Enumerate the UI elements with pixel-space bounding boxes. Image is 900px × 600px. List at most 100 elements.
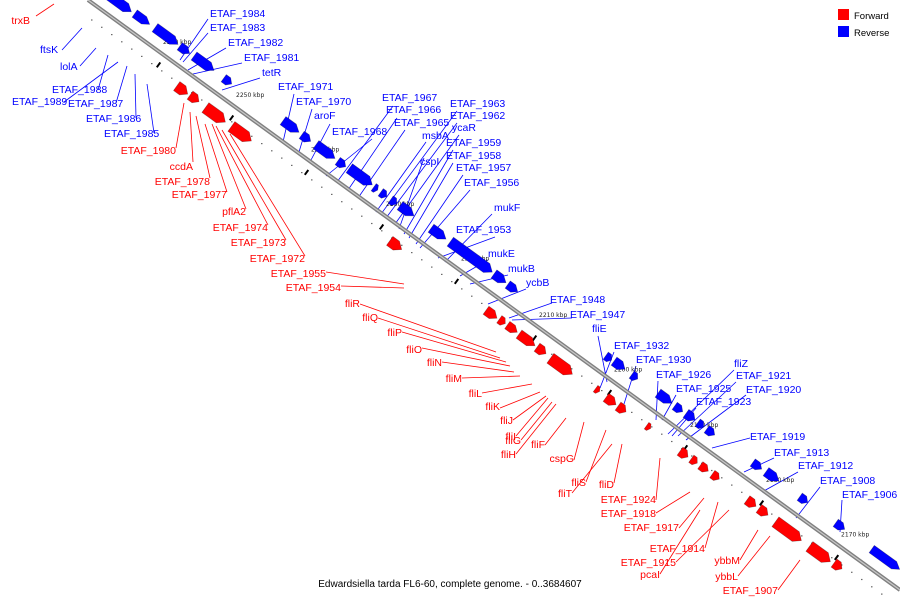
forward-gene-arrow[interactable]	[830, 558, 843, 571]
forward-gene-arrow[interactable]	[201, 102, 226, 124]
gene-label[interactable]: ETAF_1921	[736, 370, 791, 382]
forward-gene-arrow[interactable]	[515, 329, 536, 347]
reverse-gene-arrow[interactable]	[694, 418, 705, 430]
reverse-gene-arrow[interactable]	[279, 116, 300, 133]
reverse-gene-arrow[interactable]	[832, 518, 846, 531]
reverse-gene-arrow[interactable]	[103, 0, 132, 13]
gene-label[interactable]: fliH	[501, 449, 516, 461]
forward-gene-arrow[interactable]	[546, 352, 573, 376]
gene-label[interactable]: ETAF_1923	[696, 396, 751, 408]
gene-label[interactable]: ETAF_1983	[210, 22, 265, 34]
forward-gene-arrow[interactable]	[504, 320, 518, 334]
gene-label[interactable]: ETAF_1953	[456, 224, 511, 236]
forward-gene-arrow[interactable]	[643, 421, 652, 431]
gene-label[interactable]: ETAF_1954	[286, 282, 341, 294]
gene-label[interactable]: ETAF_1965	[394, 117, 449, 129]
gene-label[interactable]: ETAF_1985	[104, 128, 159, 140]
gene-label[interactable]: ETAF_1970	[296, 96, 351, 108]
gene-label[interactable]: ETAF_1984	[210, 8, 265, 20]
gene-label[interactable]: ETAF_1988	[52, 84, 107, 96]
gene-label[interactable]: fliN	[427, 357, 442, 369]
reverse-gene-arrow[interactable]	[298, 130, 312, 143]
gene-label[interactable]: ETAF_1932	[614, 340, 669, 352]
gene-label[interactable]: ETAF_1906	[842, 489, 897, 501]
gene-label[interactable]: tetR	[262, 67, 282, 79]
gene-label[interactable]: fliQ	[362, 312, 378, 324]
gene-label[interactable]: fliR	[345, 298, 361, 310]
forward-gene-arrow[interactable]	[496, 315, 506, 326]
gene-label[interactable]: fliJ	[500, 415, 513, 427]
gene-label[interactable]: pflA2	[222, 206, 246, 218]
gene-label[interactable]: ETAF_1977	[172, 189, 227, 201]
gene-label[interactable]: ETAF_1986	[86, 113, 141, 125]
gene-label[interactable]: fliS	[571, 477, 586, 489]
gene-label[interactable]: ycaR	[452, 122, 476, 134]
reverse-gene-arrow[interactable]	[868, 544, 900, 570]
reverse-gene-arrow[interactable]	[682, 408, 696, 422]
gene-label[interactable]: ETAF_1963	[450, 98, 505, 110]
gene-label[interactable]: ETAF_1918	[601, 508, 656, 520]
gene-label[interactable]: ETAF_1957	[456, 162, 511, 174]
gene-label[interactable]: mukE	[488, 248, 515, 260]
gene-label[interactable]: ETAF_1968	[332, 126, 387, 138]
forward-gene-arrow[interactable]	[755, 504, 769, 517]
reverse-gene-arrow[interactable]	[504, 280, 519, 293]
gene-label[interactable]: fliP	[387, 327, 402, 339]
gene-label[interactable]: ETAF_1958	[446, 150, 501, 162]
gene-label[interactable]: ETAF_1981	[244, 52, 299, 64]
gene-label[interactable]: ETAF_1959	[446, 137, 501, 149]
gene-label[interactable]: fliF	[531, 439, 545, 451]
gene-label[interactable]: mukB	[508, 263, 535, 275]
gene-label[interactable]: ybbM	[714, 555, 740, 567]
gene-label[interactable]: fliO	[406, 344, 422, 356]
forward-gene-arrow[interactable]	[614, 401, 627, 414]
gene-label[interactable]: ETAF_1947	[570, 309, 625, 321]
gene-label[interactable]: ETAF_1967	[382, 92, 437, 104]
forward-gene-arrow[interactable]	[709, 469, 720, 481]
forward-gene-arrow[interactable]	[592, 384, 601, 394]
gene-label[interactable]: ETAF_1962	[450, 110, 505, 122]
gene-label[interactable]: fliG	[505, 435, 521, 447]
gene-label[interactable]: ETAF_1978	[155, 176, 210, 188]
gene-label[interactable]: aroF	[314, 110, 336, 122]
reverse-gene-arrow[interactable]	[220, 74, 233, 86]
gene-label[interactable]: pcaI	[640, 569, 660, 581]
reverse-gene-arrow[interactable]	[796, 492, 809, 504]
reverse-gene-arrow[interactable]	[396, 201, 415, 217]
gene-label[interactable]: mukF	[494, 202, 520, 214]
gene-label[interactable]: fliD	[599, 479, 615, 491]
reverse-gene-arrow[interactable]	[654, 388, 673, 404]
gene-label[interactable]: ETAF_1955	[271, 268, 326, 280]
gene-label[interactable]: ETAF_1972	[250, 253, 305, 265]
reverse-gene-arrow[interactable]	[628, 370, 639, 382]
reverse-gene-arrow[interactable]	[387, 195, 398, 206]
gene-label[interactable]: ETAF_1989	[12, 96, 67, 108]
gene-label[interactable]: cspG	[549, 453, 574, 465]
gene-label[interactable]: fliL	[469, 388, 483, 400]
reverse-gene-arrow[interactable]	[762, 467, 780, 482]
gene-label[interactable]: fliK	[485, 401, 500, 413]
gene-label[interactable]: fliE	[592, 323, 607, 335]
forward-gene-arrow[interactable]	[482, 305, 498, 319]
gene-label[interactable]: ETAF_1966	[386, 104, 441, 116]
forward-gene-arrow[interactable]	[173, 81, 189, 96]
gene-label[interactable]: ETAF_1974	[213, 222, 268, 234]
reverse-gene-arrow[interactable]	[749, 458, 763, 471]
gene-label[interactable]: lolA	[60, 61, 78, 73]
gene-label[interactable]: ETAF_1948	[550, 294, 605, 306]
gene-label[interactable]: fliT	[558, 488, 573, 500]
gene-label[interactable]: ETAF_1926	[656, 369, 711, 381]
forward-gene-arrow[interactable]	[602, 392, 617, 406]
gene-label[interactable]: ETAF_1973	[231, 237, 286, 249]
reverse-gene-arrow[interactable]	[176, 42, 191, 55]
forward-gene-arrow[interactable]	[688, 454, 698, 466]
reverse-gene-arrow[interactable]	[190, 51, 215, 71]
reverse-gene-arrow[interactable]	[703, 425, 716, 437]
gene-label[interactable]: ETAF_1982	[228, 37, 283, 49]
gene-label[interactable]: ETAF_1917	[624, 522, 679, 534]
gene-label[interactable]: ETAF_1987	[68, 98, 123, 110]
reverse-gene-arrow[interactable]	[377, 188, 388, 199]
gene-label[interactable]: fliZ	[734, 358, 749, 370]
forward-gene-arrow[interactable]	[533, 342, 547, 356]
reverse-gene-arrow[interactable]	[446, 236, 493, 273]
